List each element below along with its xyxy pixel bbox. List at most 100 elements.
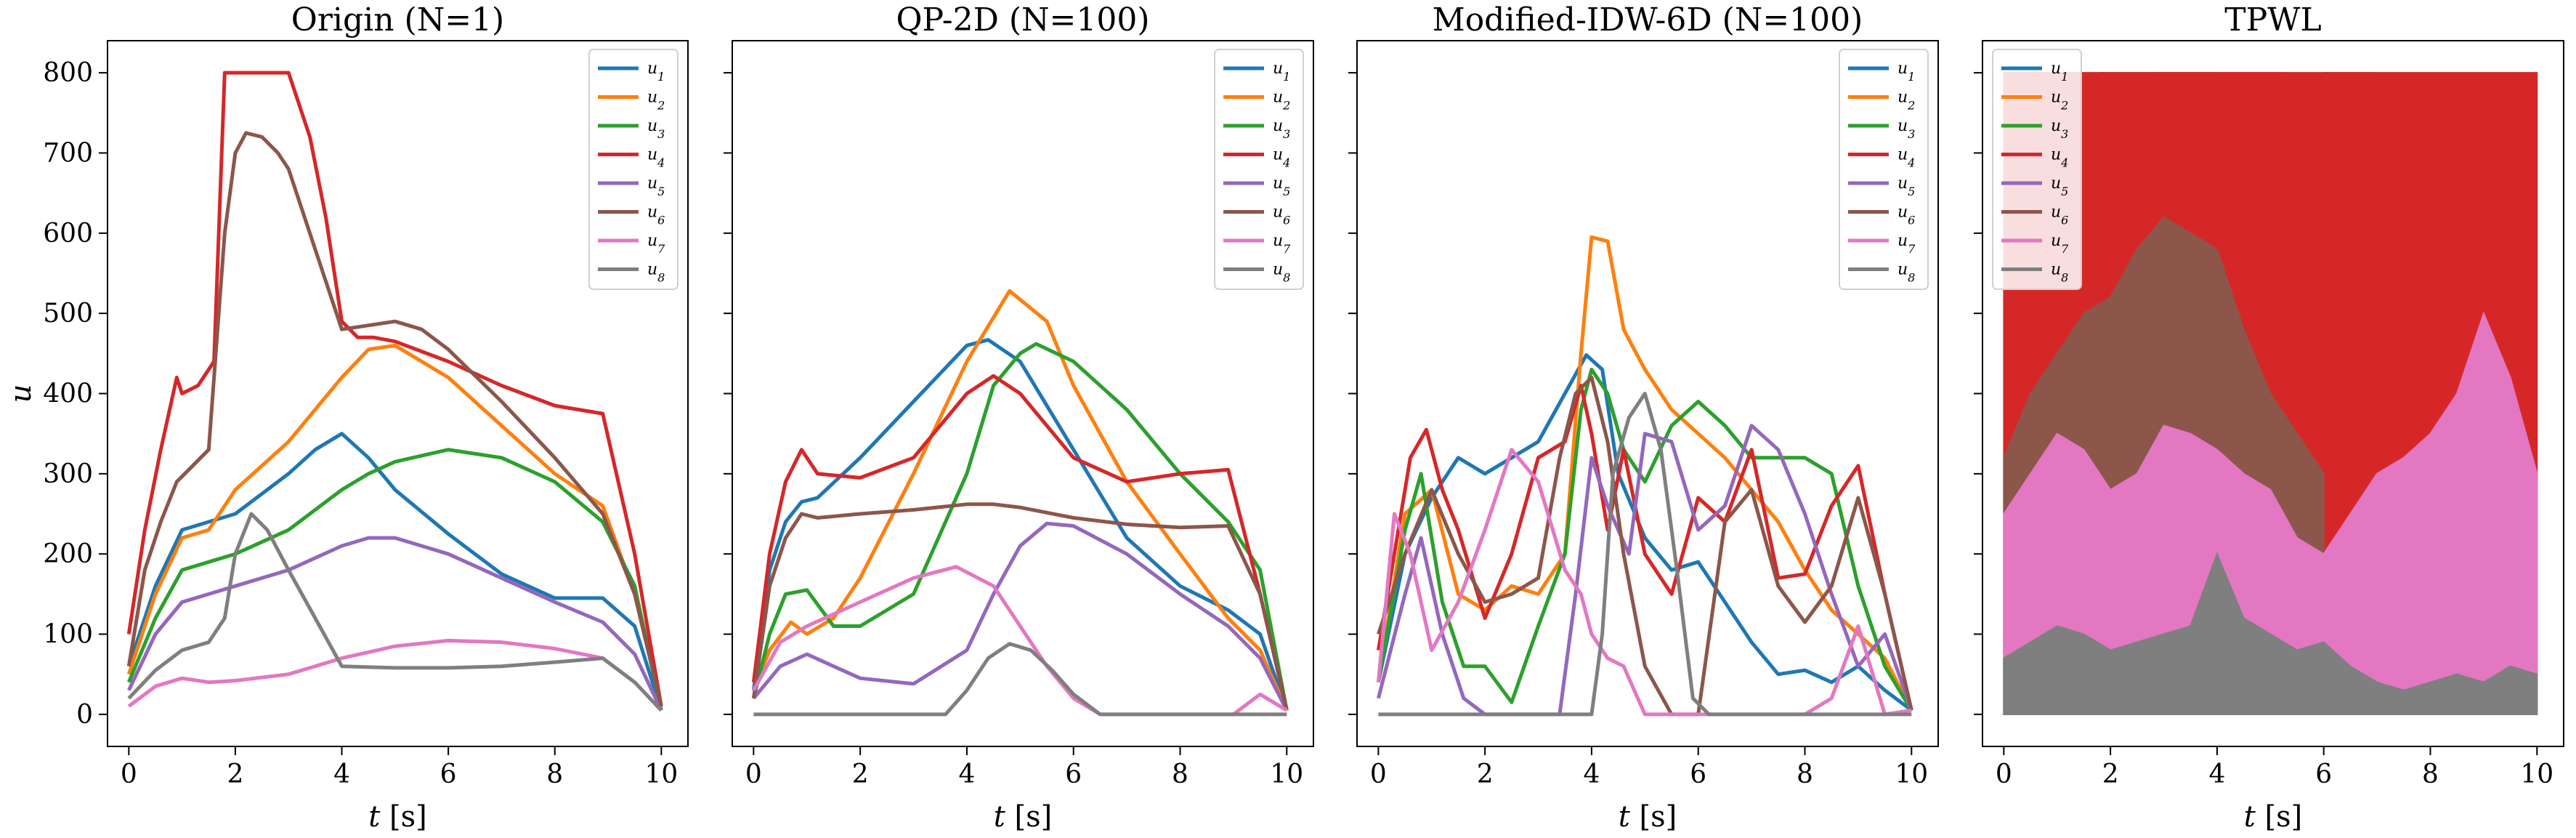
- series-u-3: [126, 448, 663, 711]
- legend-label: u1: [1897, 60, 1915, 84]
- x-tick-label: 4: [2208, 760, 2225, 789]
- series-u-8: [1378, 392, 1912, 717]
- x-tick-label: 0: [1996, 760, 2012, 789]
- x-tick-label: 6: [1065, 760, 1082, 789]
- legend-label: u8: [2051, 261, 2068, 285]
- series-u-6: [126, 131, 663, 707]
- legend-label: u6: [647, 204, 665, 227]
- series-u-3: [751, 342, 1289, 711]
- x-tick-label: 0: [1370, 760, 1387, 789]
- chart-title: QP-2D (N=100): [896, 1, 1149, 39]
- y-tick-label: 100: [43, 620, 93, 650]
- legend-label: u2: [1897, 89, 1915, 113]
- legend-label: u4: [1897, 146, 1915, 170]
- chart-title: Origin (N=1): [291, 1, 504, 39]
- legend-label: u5: [2051, 174, 2068, 198]
- legend-label: u6: [1273, 204, 1290, 227]
- y-tick-label: 800: [43, 58, 93, 88]
- legend-label: u8: [1897, 261, 1915, 285]
- x-tick-label: 8: [2422, 760, 2439, 789]
- x-tick-label: 2: [852, 760, 869, 789]
- x-tick-label: 2: [227, 760, 243, 789]
- y-tick-label: 200: [43, 539, 93, 569]
- legend-label: u3: [1897, 117, 1915, 141]
- legend-label: u2: [647, 89, 665, 113]
- x-tick-label: 10: [644, 760, 678, 789]
- legend-label: u4: [1273, 146, 1290, 170]
- legend-box: [1214, 49, 1304, 290]
- x-tick-label: 8: [1172, 760, 1188, 789]
- series-u-8: [2003, 552, 2538, 715]
- y-tick-label: 0: [76, 700, 93, 730]
- legend-label: u7: [2051, 232, 2069, 256]
- x-tick-label: 6: [440, 760, 457, 789]
- x-axis-label: t [s]: [1619, 800, 1677, 834]
- legend-label: u4: [647, 146, 665, 170]
- series-u-8: [753, 642, 1287, 717]
- x-tick-label: 2: [1477, 760, 1494, 789]
- legend: u1 u2 u3 u4 u5 u6 u7 u8: [1839, 49, 1929, 290]
- legend-label: u6: [2051, 204, 2068, 227]
- series-u-7: [2003, 311, 2538, 715]
- series-u-6: [1377, 375, 1913, 717]
- series-u-4: [126, 70, 663, 707]
- plot-area: [751, 289, 1289, 717]
- x-tick-label: 10: [1895, 760, 1928, 789]
- legend-label: u4: [2051, 146, 2068, 170]
- legend-label: u8: [1273, 261, 1290, 285]
- series-u-1: [126, 432, 663, 712]
- x-tick-label: 4: [958, 760, 975, 789]
- legend-label: u3: [2051, 117, 2068, 141]
- legend-label: u1: [647, 60, 665, 84]
- legend: u1 u2 u3 u4 u5 u6 u7 u8: [1992, 49, 2082, 290]
- y-tick-label: 500: [43, 299, 93, 329]
- series-u-2: [1376, 235, 1913, 712]
- series-u-5: [1376, 424, 1913, 717]
- legend-box: [1839, 49, 1929, 290]
- legend-label: u7: [1273, 232, 1291, 256]
- legend-label: u8: [647, 261, 665, 285]
- legend: u1 u2 u3 u4 u5 u6 u7 u8: [588, 49, 679, 290]
- x-tick-label: 0: [121, 760, 137, 789]
- legend-label: u6: [1897, 204, 1915, 227]
- y-axis-label: u: [4, 384, 38, 403]
- legend-label: u5: [1897, 174, 1915, 198]
- x-tick-label: 6: [1690, 760, 1706, 789]
- series-u-5: [752, 521, 1289, 712]
- legend-box: [1992, 49, 2082, 290]
- y-tick-label: 600: [43, 219, 93, 249]
- plot-area: [2003, 72, 2538, 715]
- x-axis-label: t [s]: [368, 800, 427, 834]
- series-u-2: [752, 289, 1289, 712]
- series-u-7: [1376, 448, 1912, 717]
- legend-label: u3: [1273, 117, 1290, 141]
- legend-label: u7: [1897, 232, 1916, 256]
- x-tick-label: 10: [1270, 760, 1303, 789]
- y-tick-label: 300: [43, 459, 93, 489]
- x-tick-label: 4: [1583, 760, 1600, 789]
- series-u-5: [127, 536, 663, 712]
- x-tick-label: 8: [1797, 760, 1813, 789]
- x-tick-label: 4: [333, 760, 350, 789]
- x-tick-label: 8: [546, 760, 563, 789]
- legend-label: u5: [647, 174, 665, 198]
- legend-label: u2: [1273, 89, 1290, 113]
- series-u-7: [127, 638, 663, 712]
- panel-tpwl: 0 2 4 6 8 10 TPWL t [s] u1 u2 u3 u4 u5 u6 u7 u8: [1974, 1, 2564, 834]
- series-u-6: [751, 502, 1289, 711]
- legend-label: u1: [2051, 60, 2068, 84]
- legend: u1 u2 u3 u4 u5 u6 u7 u8: [1214, 49, 1304, 290]
- x-tick-label: 0: [745, 760, 762, 789]
- x-tick-label: 2: [2102, 760, 2119, 789]
- series-u-4: [751, 374, 1289, 711]
- legend-label: u2: [2051, 89, 2068, 113]
- plot-area: [1376, 235, 1913, 717]
- chart-title: TPWL: [2224, 1, 2321, 39]
- x-axis-label: t [s]: [994, 800, 1053, 834]
- series-u-1: [1376, 353, 1913, 712]
- chart-title: Modified-IDW-6D (N=100): [1433, 1, 1863, 39]
- series-u-8: [127, 512, 663, 712]
